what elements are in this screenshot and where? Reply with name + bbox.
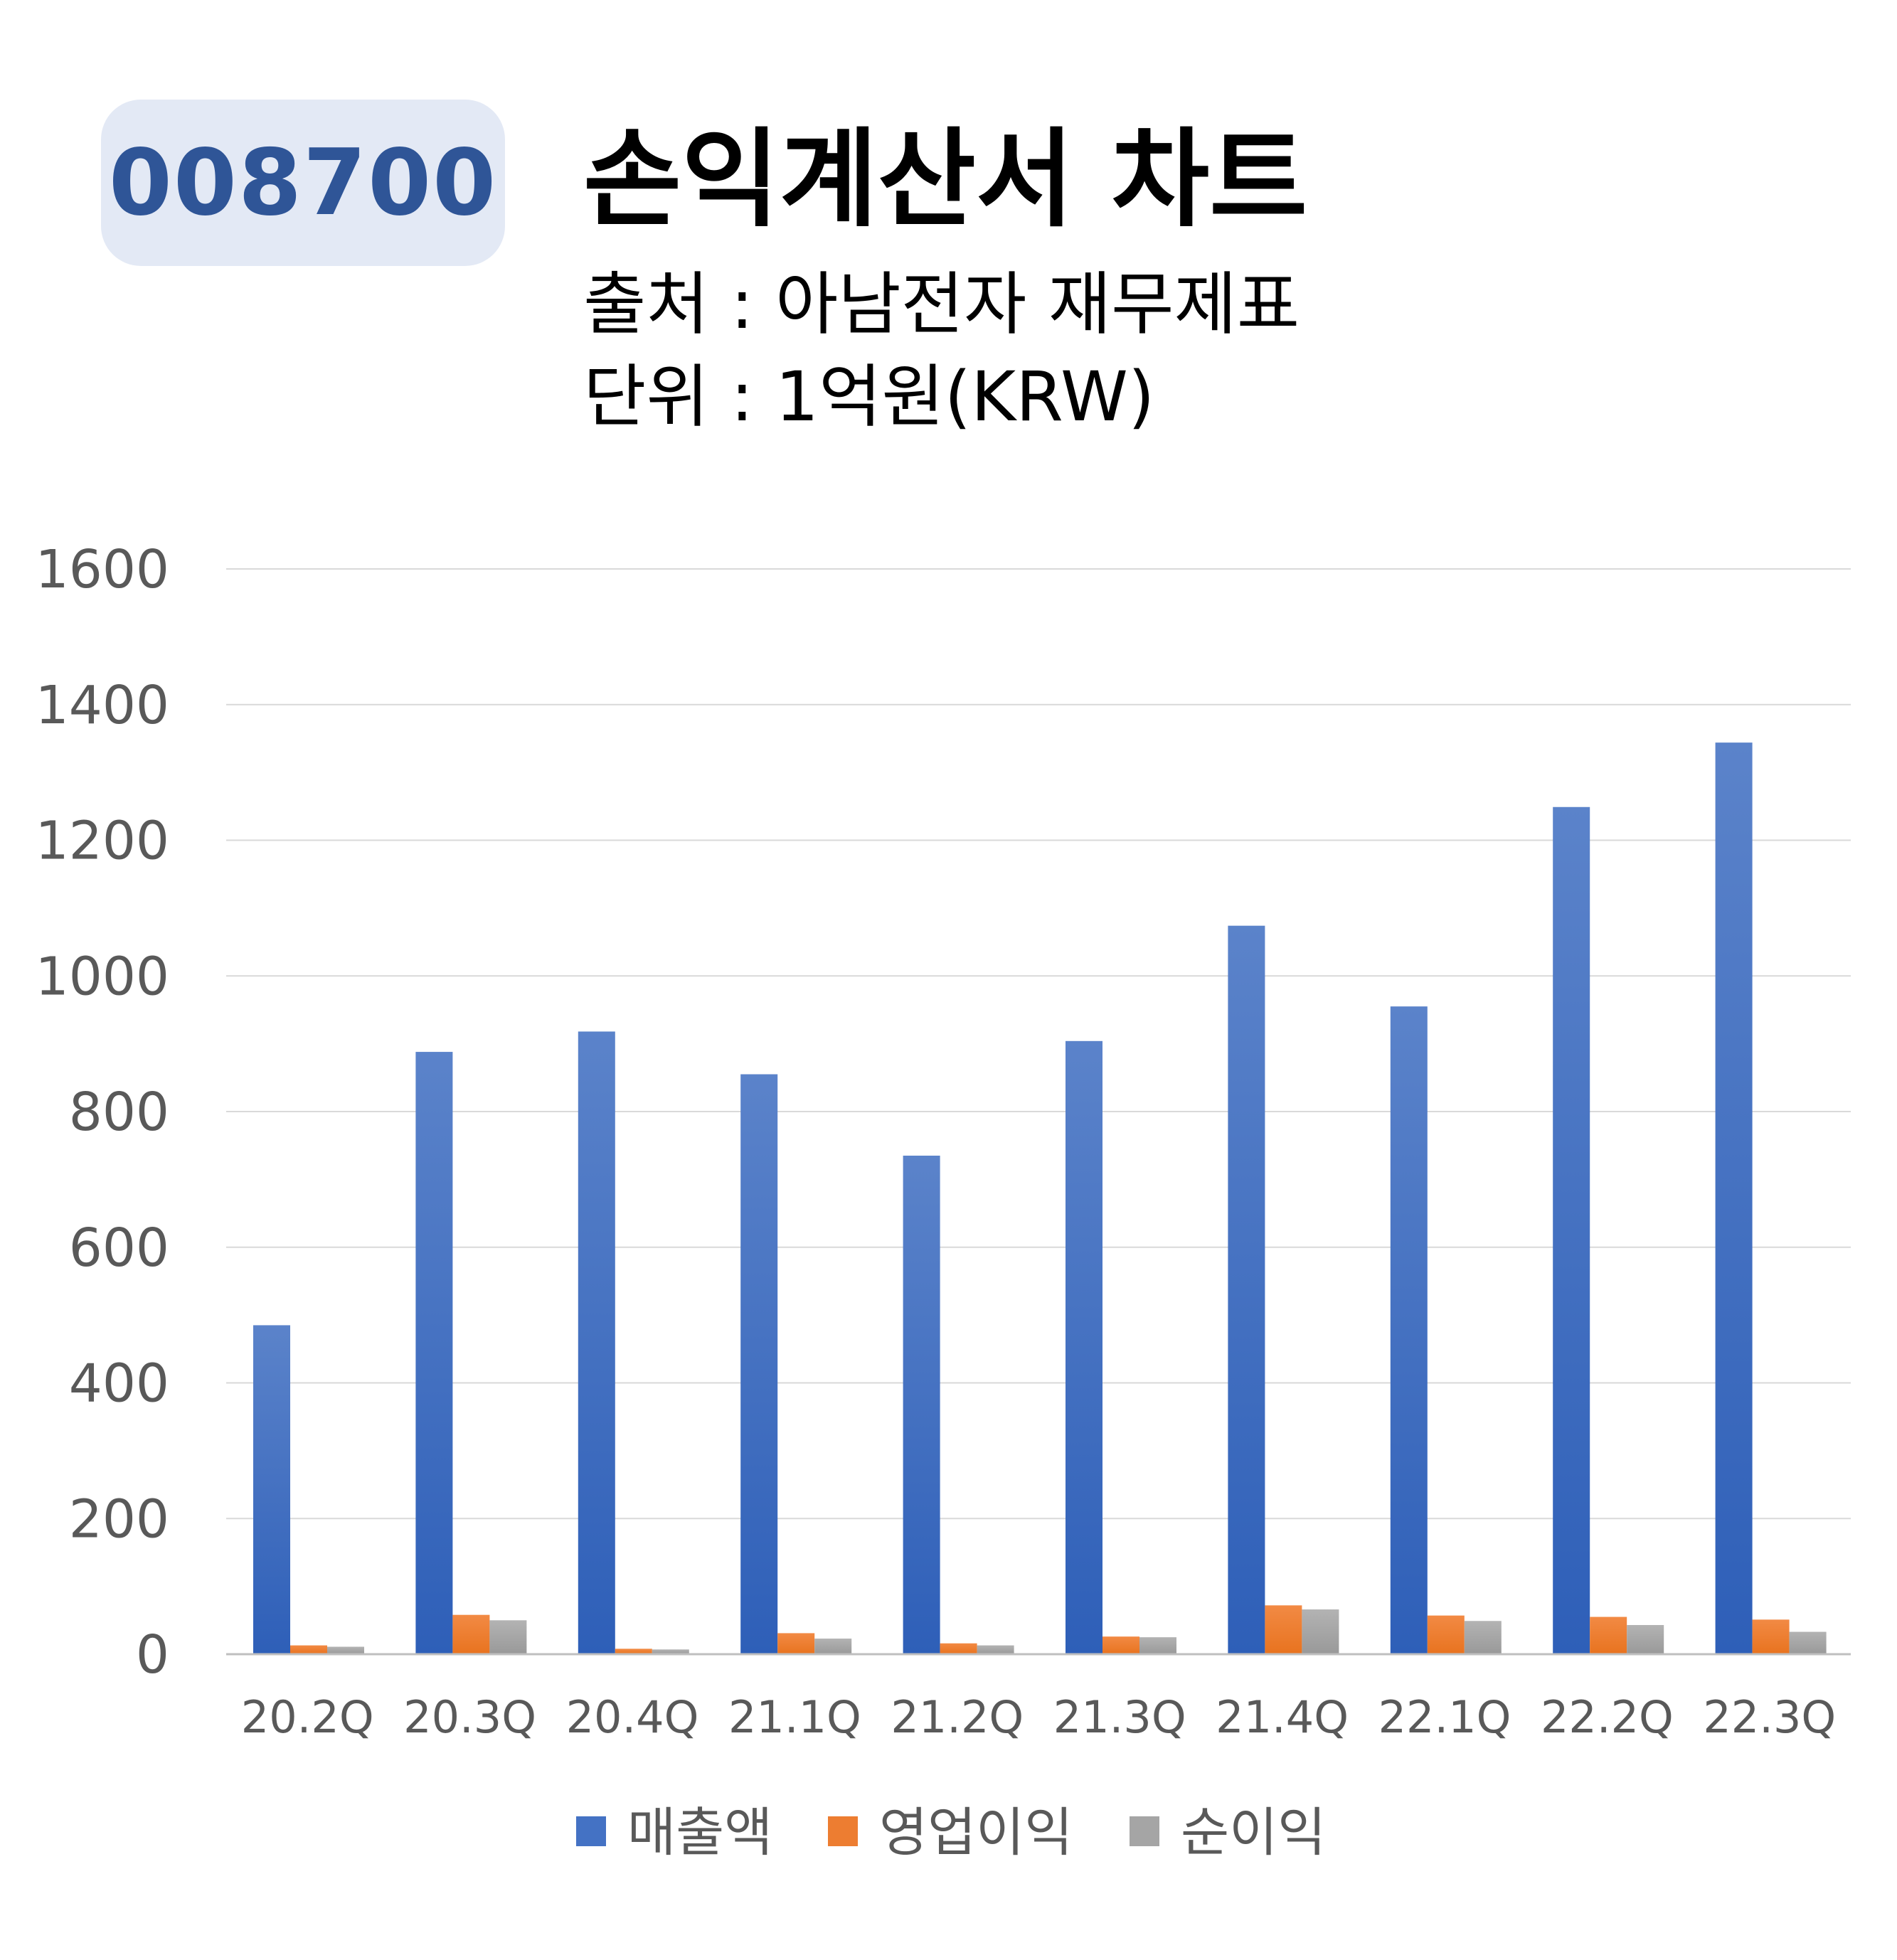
bar-net-income xyxy=(1789,1631,1827,1654)
bar-operating-income xyxy=(1752,1619,1790,1654)
x-tick-label: 20.4Q xyxy=(566,1691,699,1743)
bar-operating-income xyxy=(290,1645,327,1654)
bar-net-income xyxy=(489,1620,527,1654)
y-tick-label: 1600 xyxy=(36,539,169,600)
bar-revenue xyxy=(1066,1040,1102,1654)
x-tick-label: 20.3Q xyxy=(403,1691,536,1743)
bar-operating-income xyxy=(1427,1615,1465,1654)
ticker-code: 008700 xyxy=(108,129,498,236)
bar-revenue xyxy=(1390,1006,1428,1654)
legend-label-revenue: 매출액 xyxy=(627,1802,772,1863)
bar-net-income xyxy=(1139,1637,1176,1654)
y-tick-label: 400 xyxy=(69,1353,169,1415)
x-tick-label: 22.2Q xyxy=(1541,1691,1674,1743)
bar-net-income xyxy=(652,1649,689,1654)
x-tick-label: 21.1Q xyxy=(728,1691,861,1743)
legend-label-net-income: 순이익 xyxy=(1181,1802,1326,1863)
bar-revenue xyxy=(740,1074,778,1654)
bar-operating-income xyxy=(1265,1605,1302,1654)
y-tick-label: 200 xyxy=(69,1488,169,1550)
bar-revenue xyxy=(1715,742,1753,1654)
bar-revenue xyxy=(1228,925,1265,1654)
ticker-badge: 008700 xyxy=(101,100,505,266)
unit-line: 단위 : 1억원(KRW) xyxy=(583,357,1155,437)
x-tick-label: 20.2Q xyxy=(241,1691,374,1743)
bar-net-income xyxy=(1302,1609,1339,1654)
y-tick-label: 1200 xyxy=(36,811,169,872)
bar-revenue xyxy=(1553,806,1590,1654)
bar-revenue xyxy=(578,1031,615,1654)
bar-revenue xyxy=(903,1155,940,1654)
bar-revenue xyxy=(253,1325,290,1654)
bar-operating-income xyxy=(1590,1617,1627,1654)
legend-swatch-net-income xyxy=(1130,1816,1159,1846)
y-tick-label: 0 xyxy=(136,1624,169,1685)
bar-operating-income xyxy=(1102,1636,1139,1654)
x-tick-label: 21.3Q xyxy=(1053,1691,1186,1743)
y-tick-label: 800 xyxy=(69,1082,169,1143)
y-tick-label: 1400 xyxy=(36,675,169,736)
bar-net-income xyxy=(814,1639,852,1654)
x-tick-label: 21.2Q xyxy=(891,1691,1024,1743)
bar-revenue xyxy=(415,1052,453,1654)
bar-operating-income xyxy=(940,1643,977,1654)
bar-net-income xyxy=(977,1645,1014,1654)
bar-net-income xyxy=(1627,1624,1664,1654)
legend-swatch-operating-income xyxy=(828,1816,858,1846)
bar-operating-income xyxy=(452,1614,490,1654)
bar-net-income xyxy=(1464,1621,1502,1654)
bar-operating-income xyxy=(615,1649,652,1654)
page-title: 손익계산서 차트 xyxy=(583,118,1308,242)
y-tick-label: 600 xyxy=(69,1218,169,1279)
legend-label-operating-income: 영업이익 xyxy=(879,1802,1073,1863)
x-tick-label: 21.4Q xyxy=(1216,1691,1349,1743)
bar-operating-income xyxy=(777,1633,815,1654)
bar-net-income xyxy=(327,1646,364,1654)
x-tick-label: 22.1Q xyxy=(1378,1691,1511,1743)
legend-swatch-revenue xyxy=(576,1816,606,1846)
y-tick-label: 1000 xyxy=(36,946,169,1007)
x-tick-label: 22.3Q xyxy=(1703,1691,1836,1743)
source-line: 출처 : 아남전자 재무제표 xyxy=(583,265,1300,344)
